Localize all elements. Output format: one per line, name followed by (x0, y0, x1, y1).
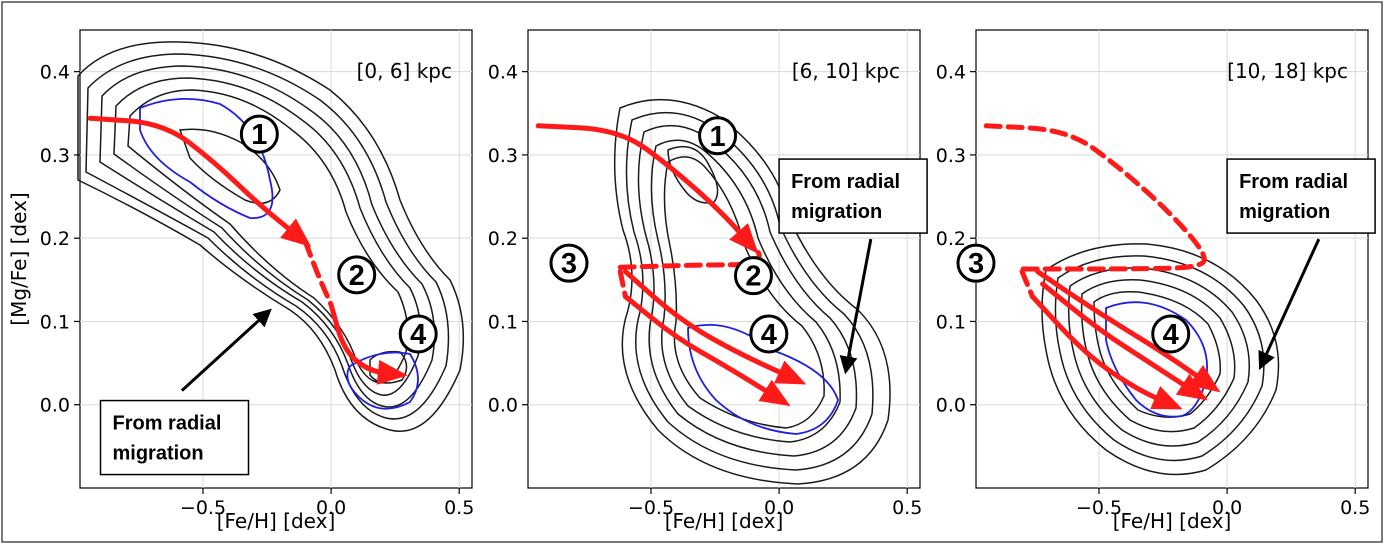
annotation: From radial migration (1226, 158, 1376, 370)
x-tick-labels: −0.5 0.0 0.5 (628, 488, 922, 519)
annotation-text: From radial (791, 171, 900, 193)
y-tick-label: 0.0 (40, 395, 70, 417)
evolution-arrow (1040, 281, 1208, 401)
y-tick-label: 0.3 (936, 145, 966, 167)
x-tick-label: 0.0 (1212, 497, 1242, 519)
annotation-text: From radial (112, 413, 221, 435)
panel-0: From radial migration 1 2 4 0.0 0.1 0.2 0.3 0.4… (7, 29, 474, 533)
stage-marker-label: 3 (561, 248, 577, 280)
stage-marker-circle (239, 114, 279, 154)
highlight-contour (139, 97, 419, 410)
panel-title: [10, 18] kpc (1227, 59, 1348, 83)
stage-marker-circle (549, 243, 589, 283)
evolution-arrow (535, 123, 759, 254)
annotation-text: From radial (1239, 171, 1348, 193)
annotation-arrow (839, 238, 873, 375)
annotation-box (99, 399, 250, 476)
x-tick-label: −0.5 (180, 497, 226, 519)
x-tick-label: 0.5 (892, 497, 922, 519)
evolution-paths (87, 115, 408, 385)
evolution-arrow (87, 115, 312, 248)
y-axis-label: [Mg/Fe] [dex] (7, 192, 31, 325)
markers: 1 2 4 (239, 114, 438, 354)
grid (528, 30, 920, 488)
x-axis-label: [Fe/H] [dex] (665, 509, 784, 533)
stage-marker-circle (1151, 314, 1191, 354)
x-tick-label: 0.5 (444, 497, 474, 519)
y-tick-label: 0.1 (488, 311, 518, 333)
evolution-path-dashed (617, 269, 628, 299)
annotation-arrow (180, 308, 272, 392)
plot-area (975, 29, 1369, 489)
x-tick-label: 0.0 (764, 497, 794, 519)
x-tick-label: 0.0 (316, 497, 346, 519)
x-tick-labels: −0.5 0.0 0.5 (1076, 488, 1370, 519)
y-tick-label: 0.1 (936, 311, 966, 333)
annotation-text: migration (791, 201, 882, 223)
y-tick-labels: 0.0 0.1 0.2 0.3 0.4 (936, 62, 976, 417)
y-tick-label: 0.4 (936, 62, 966, 84)
highlight-contour (1105, 301, 1208, 418)
x-axis-label: [Fe/H] [dex] (217, 509, 336, 533)
stage-marker-label: 4 (410, 319, 426, 351)
density-contours (613, 98, 891, 485)
y-tick-labels: 0.0 0.1 0.2 0.3 0.4 (40, 62, 80, 417)
x-tick-label: 0.5 (1340, 497, 1370, 519)
stage-marker-label: 1 (251, 119, 267, 151)
stage-marker-label: 4 (761, 319, 777, 351)
evolution-arrow (622, 269, 807, 385)
evolution-paths (983, 123, 1221, 410)
stage-marker-label: 4 (1163, 319, 1179, 351)
annotation: From radial migration (778, 158, 928, 375)
y-tick-label: 0.1 (40, 311, 70, 333)
annotation-box (1226, 158, 1376, 234)
annotation-arrow (1258, 238, 1321, 370)
stage-marker-label: 2 (745, 261, 761, 293)
stage-marker-label: 1 (710, 121, 726, 153)
evolution-path-dashed (1019, 269, 1035, 299)
annotation-text: migration (1239, 201, 1330, 223)
y-tick-label: 0.4 (40, 62, 70, 84)
evolution-path-dashed (983, 123, 1207, 272)
markers: 34 (956, 243, 1191, 354)
annotation: From radial migration (99, 308, 272, 476)
x-tick-label: −0.5 (628, 497, 674, 519)
x-tick-label: −0.5 (1076, 497, 1122, 519)
y-tick-label: 0.2 (936, 228, 966, 250)
stage-marker-circle (749, 314, 789, 354)
evolution-arrow (1035, 269, 1221, 393)
panel-title: [6, 10] kpc (792, 59, 900, 83)
stage-marker-circle (398, 314, 438, 354)
markers: 1 2 3 4 (549, 116, 789, 354)
y-tick-labels: 0.0 0.1 0.2 0.3 0.4 (488, 62, 528, 417)
annotation-text: migration (112, 443, 203, 465)
evolution-arrow (622, 294, 791, 407)
y-tick-label: 0.3 (40, 145, 70, 167)
stage-marker-circle (733, 256, 773, 296)
stage-marker-circle (698, 116, 738, 156)
annotation-box (778, 158, 928, 234)
x-tick-labels: −0.5 0.0 0.5 (180, 488, 474, 519)
evolution-path-dashed (303, 239, 334, 308)
evolution-arrow (328, 302, 408, 385)
y-tick-label: 0.2 (40, 228, 70, 250)
y-tick-label: 0.4 (488, 62, 518, 84)
stage-marker-circle (956, 243, 996, 283)
evolution-arrow (1029, 294, 1183, 410)
stage-marker-circle (337, 255, 377, 295)
y-tick-label: 0.0 (936, 395, 966, 417)
grid (80, 30, 472, 488)
y-tick-label: 0.0 (488, 395, 518, 417)
stage-marker-label: 2 (349, 260, 365, 292)
y-tick-label: 0.2 (488, 228, 518, 250)
stage-marker-label: 3 (968, 248, 984, 280)
x-axis-label: [Fe/H] [dex] (1113, 509, 1232, 533)
density-contours (77, 41, 465, 432)
y-tick-label: 0.3 (488, 145, 518, 167)
panel-title: [0, 6] kpc (357, 59, 452, 83)
